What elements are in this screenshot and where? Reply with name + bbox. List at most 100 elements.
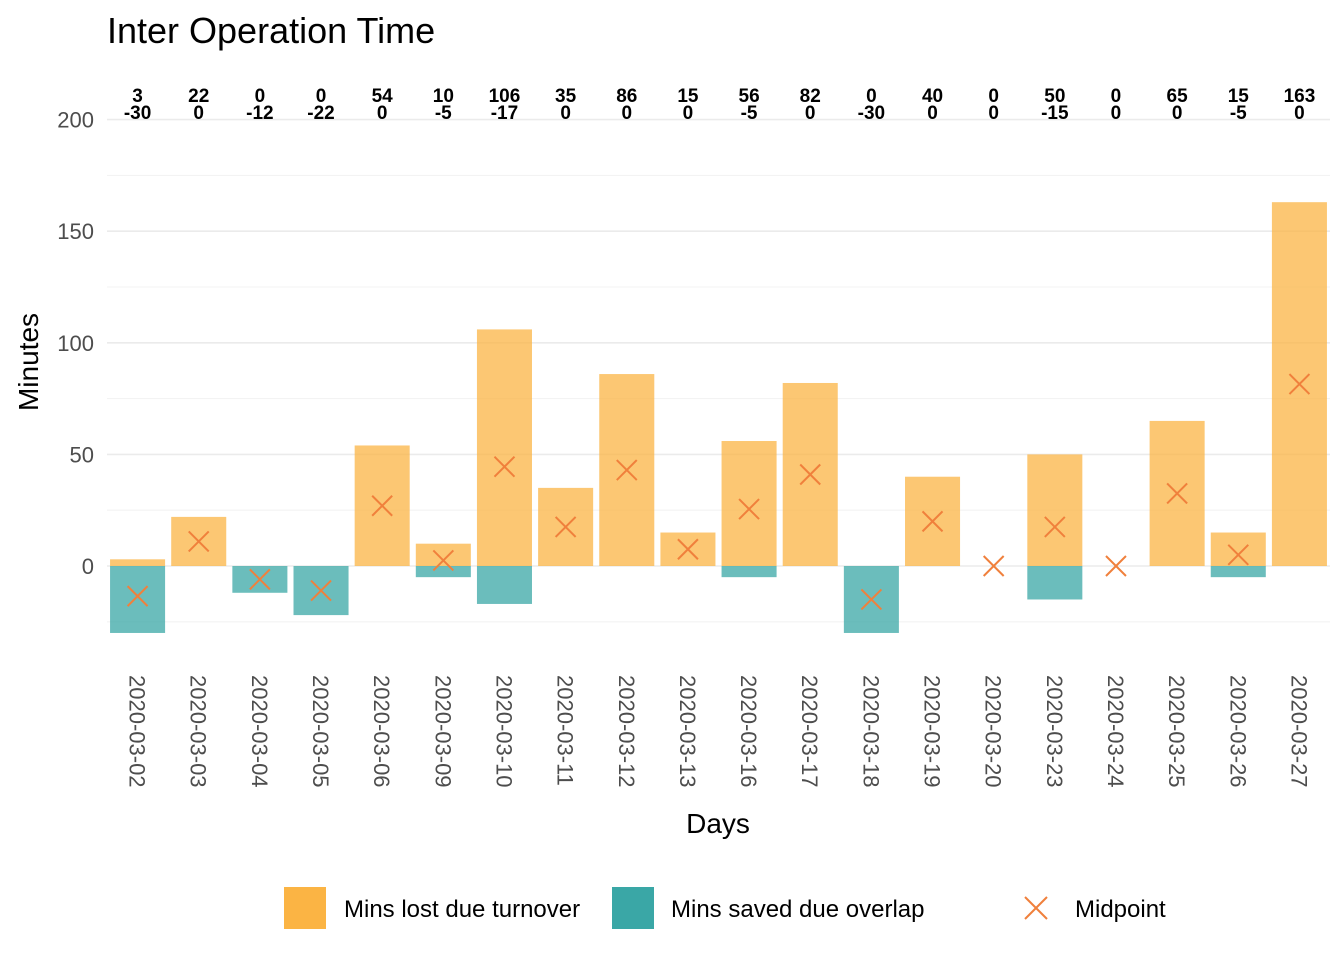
legend-item: Mins lost due turnover <box>284 887 580 929</box>
y-axis-title: Minutes <box>13 313 44 411</box>
legend-swatch <box>612 887 654 929</box>
turnover-bar <box>1027 454 1083 566</box>
legend-label: Midpoint <box>1075 896 1166 923</box>
y-tick-label: 150 <box>57 219 94 244</box>
x-tick-label: 2020-03-12 <box>614 675 639 788</box>
top-label-lost: 40 <box>922 86 943 107</box>
top-label-saved: 0 <box>683 103 694 124</box>
legend-item: Midpoint <box>1024 896 1166 923</box>
top-label-saved: 0 <box>1172 103 1183 124</box>
top-label-lost: 65 <box>1167 86 1189 107</box>
top-label-saved: 0 <box>1111 103 1122 124</box>
top-label-saved: -17 <box>491 103 518 124</box>
x-tick-label: 2020-03-03 <box>186 675 211 788</box>
midpoint-marker <box>799 463 821 486</box>
midpoint-marker <box>310 579 332 602</box>
x-tick-label: 2020-03-16 <box>736 675 761 788</box>
top-label-saved: 0 <box>560 103 571 124</box>
legend-label: Mins lost due turnover <box>344 896 580 923</box>
top-label-lost: 0 <box>1111 86 1122 107</box>
top-label-saved: 0 <box>988 103 999 124</box>
midpoint-marker <box>554 516 577 538</box>
overlap-bar <box>1210 566 1266 578</box>
midpoint-marker <box>1227 544 1249 566</box>
legend-swatch <box>284 887 326 929</box>
top-label-saved: -5 <box>1230 103 1247 124</box>
legend-item: Mins saved due overlap <box>612 887 924 929</box>
midpoint-marker <box>1166 482 1188 505</box>
x-tick-label: 2020-03-25 <box>1164 675 1189 788</box>
x-tick-label: 2020-03-20 <box>981 675 1006 788</box>
legend: Mins lost due turnover Mins saved due ove… <box>284 887 1166 929</box>
turnover-bar <box>476 329 532 566</box>
x-tick-label: 2020-03-09 <box>430 675 455 788</box>
grid-lines <box>107 118 1330 623</box>
x-axis-ticks: 2020-03-02 2020-03-03 2020-03-04 2020-03-05… <box>125 675 1312 788</box>
y-tick-label: 0 <box>82 554 94 579</box>
overlap-bar <box>721 566 777 578</box>
top-label-lost: 22 <box>188 86 209 107</box>
midpoint-marker <box>921 510 944 533</box>
top-label-saved: 0 <box>927 103 938 124</box>
top-label-lost: 54 <box>372 86 394 107</box>
top-label-saved: -30 <box>858 103 885 124</box>
top-label-saved: -5 <box>435 103 452 124</box>
y-tick-label: 50 <box>70 442 94 467</box>
midpoint-marker <box>1044 516 1066 538</box>
y-axis-ticks: 0 50 100 150 200 <box>57 108 94 579</box>
x-tick-label: 2020-03-18 <box>858 675 883 788</box>
x-tick-label: 2020-03-17 <box>797 675 822 788</box>
overlap-bar <box>476 566 532 604</box>
x-tick-label: 2020-03-19 <box>920 675 945 788</box>
overlap-bar <box>1027 566 1083 600</box>
top-label-saved: -12 <box>246 103 273 124</box>
midpoint-marker <box>371 495 393 517</box>
x-tick-label: 2020-03-06 <box>369 675 394 788</box>
midpoint-marker <box>432 549 455 572</box>
bars <box>110 202 1327 633</box>
top-label-lost: 86 <box>616 86 637 107</box>
midpoint-markers <box>126 373 1311 611</box>
legend-cross-icon <box>1024 896 1048 920</box>
midpoint-marker <box>1288 373 1311 395</box>
turnover-bar <box>415 543 471 566</box>
top-value-labels: 3-302200-120-2254010-5106-1735086015056-… <box>124 86 1315 124</box>
x-tick-label: 2020-03-23 <box>1042 675 1067 788</box>
turnover-bar <box>110 559 166 566</box>
midpoint-marker <box>738 498 760 520</box>
x-tick-label: 2020-03-13 <box>675 675 700 788</box>
midpoint-marker <box>860 588 883 611</box>
x-axis-title: Days <box>686 808 750 839</box>
y-tick-label: 200 <box>57 108 94 133</box>
top-label-lost: 106 <box>489 86 521 107</box>
top-label-lost: 163 <box>1284 86 1316 107</box>
x-tick-label: 2020-03-05 <box>308 675 333 788</box>
midpoint-marker <box>1105 555 1127 577</box>
top-label-lost: 35 <box>555 86 577 107</box>
x-tick-label: 2020-03-04 <box>247 675 272 788</box>
top-label-saved: -22 <box>307 103 334 124</box>
overlap-bar <box>415 566 471 578</box>
chart-title: Inter Operation Time <box>107 10 435 51</box>
legend-label: Mins saved due overlap <box>671 896 924 923</box>
midpoint-marker <box>126 585 149 607</box>
top-label-saved: 0 <box>805 103 816 124</box>
midpoint-marker <box>982 555 1005 577</box>
top-label-saved: 0 <box>1294 103 1305 124</box>
top-label-saved: 0 <box>377 103 388 124</box>
top-label-lost: 50 <box>1044 86 1065 107</box>
turnover-bar <box>721 441 777 566</box>
midpoint-marker <box>188 530 210 553</box>
x-tick-label: 2020-03-02 <box>125 675 150 788</box>
top-label-saved: -30 <box>124 103 151 124</box>
midpoint-marker <box>616 459 638 481</box>
x-tick-label: 2020-03-24 <box>1103 675 1128 788</box>
midpoint-marker <box>249 568 271 591</box>
x-tick-label: 2020-03-27 <box>1286 675 1311 788</box>
top-label-lost: 0 <box>255 86 266 107</box>
top-label-lost: 3 <box>132 86 143 107</box>
turnover-bar <box>1210 532 1266 566</box>
x-tick-label: 2020-03-10 <box>491 675 516 788</box>
overlap-bar <box>110 566 166 633</box>
